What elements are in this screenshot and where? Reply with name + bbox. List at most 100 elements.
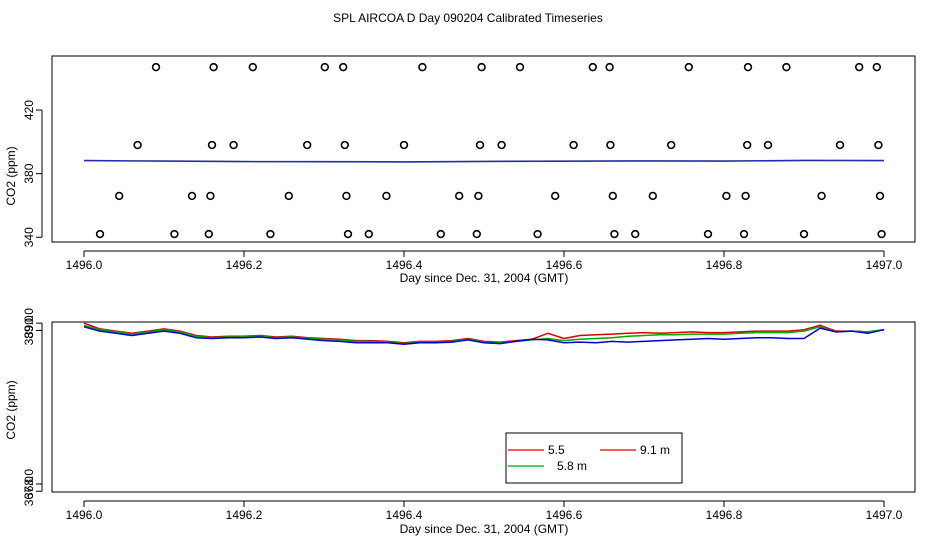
calibration-point [872, 62, 881, 72]
calibration-point [114, 191, 124, 201]
x-tick-label: 1497.0 [866, 258, 903, 272]
calibration-point [133, 140, 142, 150]
panel-top-y-axis: 340 380 420 [22, 100, 43, 247]
calibration-point [550, 191, 560, 201]
x-tick-label: 1496.4 [386, 258, 423, 272]
legend-box [505, 432, 683, 484]
calibration-point [474, 191, 483, 201]
x-tick-label: 1496.2 [226, 258, 263, 272]
calibration-point [477, 62, 486, 72]
calibration-point [742, 140, 752, 150]
calibration-point [229, 140, 238, 150]
calibration-point [835, 140, 845, 150]
calibration-point [206, 191, 215, 201]
calibration-point [741, 191, 750, 201]
calibration-point [606, 140, 615, 150]
x-tick-label: 1496.0 [66, 258, 103, 272]
calibration-point [303, 140, 312, 150]
legend: 5.5 9.1 m 5.8 m [505, 432, 683, 484]
x-tick-label: 1497.0 [866, 508, 903, 522]
calibration-point [472, 229, 481, 239]
calibration-point [475, 140, 485, 150]
calibration-point [666, 140, 676, 150]
calibration-point [588, 62, 597, 72]
x-tick-label: 1496.0 [66, 508, 103, 522]
calibration-point [248, 62, 258, 72]
x-tick-label: 1496.4 [386, 508, 423, 522]
calibration-point [209, 62, 218, 72]
panel-top-ylabel: CO2 (ppm) [4, 146, 18, 205]
calibration-point [339, 62, 348, 72]
calibration-point [739, 229, 749, 239]
panel-top-marks [83, 62, 886, 239]
calibration-point [340, 140, 349, 150]
calibration-point [418, 62, 427, 72]
chart-title: SPL AIRCOA D Day 090204 Calibrated Times… [333, 11, 603, 25]
calibration-point [799, 229, 809, 239]
y-tick-label: 367.0 [22, 476, 36, 506]
y-tick-label: 389.0 [22, 315, 36, 345]
panel-top-x-axis: 1496.0 1496.2 1496.4 1496.6 1496.8 1497.0 [66, 250, 903, 272]
calibration-point [364, 229, 373, 239]
x-tick-label: 1496.6 [546, 508, 583, 522]
calibration-point [605, 62, 614, 72]
calibration-point [854, 62, 864, 72]
calibration-point [151, 62, 161, 72]
calibration-point [207, 140, 217, 150]
calibration-point [187, 191, 197, 201]
series-line-5-5 [83, 326, 885, 346]
y-tick-label: 380 [22, 163, 36, 183]
y-tick-label: 420 [22, 100, 36, 120]
calibration-point [284, 191, 293, 201]
calibration-point [455, 191, 464, 201]
legend-label-9-1: 9.1 m [640, 443, 670, 457]
calibration-point [533, 229, 542, 239]
panel-top: 1496.0 1496.2 1496.4 1496.6 1496.8 1497.0 340… [4, 55, 916, 285]
calibration-point [170, 229, 179, 239]
x-tick-label: 1496.6 [546, 258, 583, 272]
calibration-point [684, 62, 693, 72]
calibration-point [436, 229, 445, 239]
x-tick-label: 1496.8 [706, 508, 743, 522]
legend-label-5-8: 5.8 m [557, 459, 587, 473]
panel-bottom-marks [83, 322, 885, 346]
calibration-point [608, 191, 617, 201]
calibration-point [874, 140, 883, 150]
calibration-point [569, 140, 578, 150]
calibration-point [204, 229, 214, 239]
calibration-point [515, 62, 525, 72]
calibration-point [722, 191, 731, 201]
calibration-point [703, 229, 713, 239]
calibration-point [399, 140, 409, 150]
calibration-point [630, 229, 640, 239]
calibration-point [610, 229, 619, 239]
legend-label-5-5: 5.5 [548, 443, 565, 457]
calibration-point [782, 62, 791, 72]
y-tick-label: 390.0 [22, 308, 36, 338]
calibration-point [320, 62, 329, 72]
calibration-point [875, 191, 885, 201]
panel-bottom-xlabel: Day since Dec. 31, 2004 (GMT) [400, 522, 569, 536]
calibration-point [763, 140, 773, 150]
calibration-point [342, 191, 351, 201]
x-tick-label: 1496.2 [226, 508, 263, 522]
panel-top-xlabel: Day since Dec. 31, 2004 (GMT) [400, 271, 569, 285]
calibration-point [877, 229, 886, 239]
calibration-point [497, 140, 506, 150]
calibration-point [648, 191, 657, 201]
x-tick-label: 1496.8 [706, 258, 743, 272]
panel-top-frame [51, 55, 916, 243]
panel-bottom: 1496.0 1496.2 1496.4 1496.6 1496.8 1497.0 367… [4, 308, 916, 536]
panel-bottom-frame [51, 321, 916, 493]
calibration-point [382, 191, 391, 201]
calibration-point [95, 229, 105, 239]
calibration-point [743, 62, 753, 72]
panel-bottom-ylabel: CO2 (ppm) [4, 380, 18, 439]
calibration-point [266, 229, 275, 239]
panel-bottom-x-axis: 1496.0 1496.2 1496.4 1496.6 1496.8 1497.0 [66, 500, 903, 522]
y-tick-label: 368.0 [22, 469, 36, 499]
calibration-point [343, 229, 353, 239]
calibration-point [817, 191, 826, 201]
